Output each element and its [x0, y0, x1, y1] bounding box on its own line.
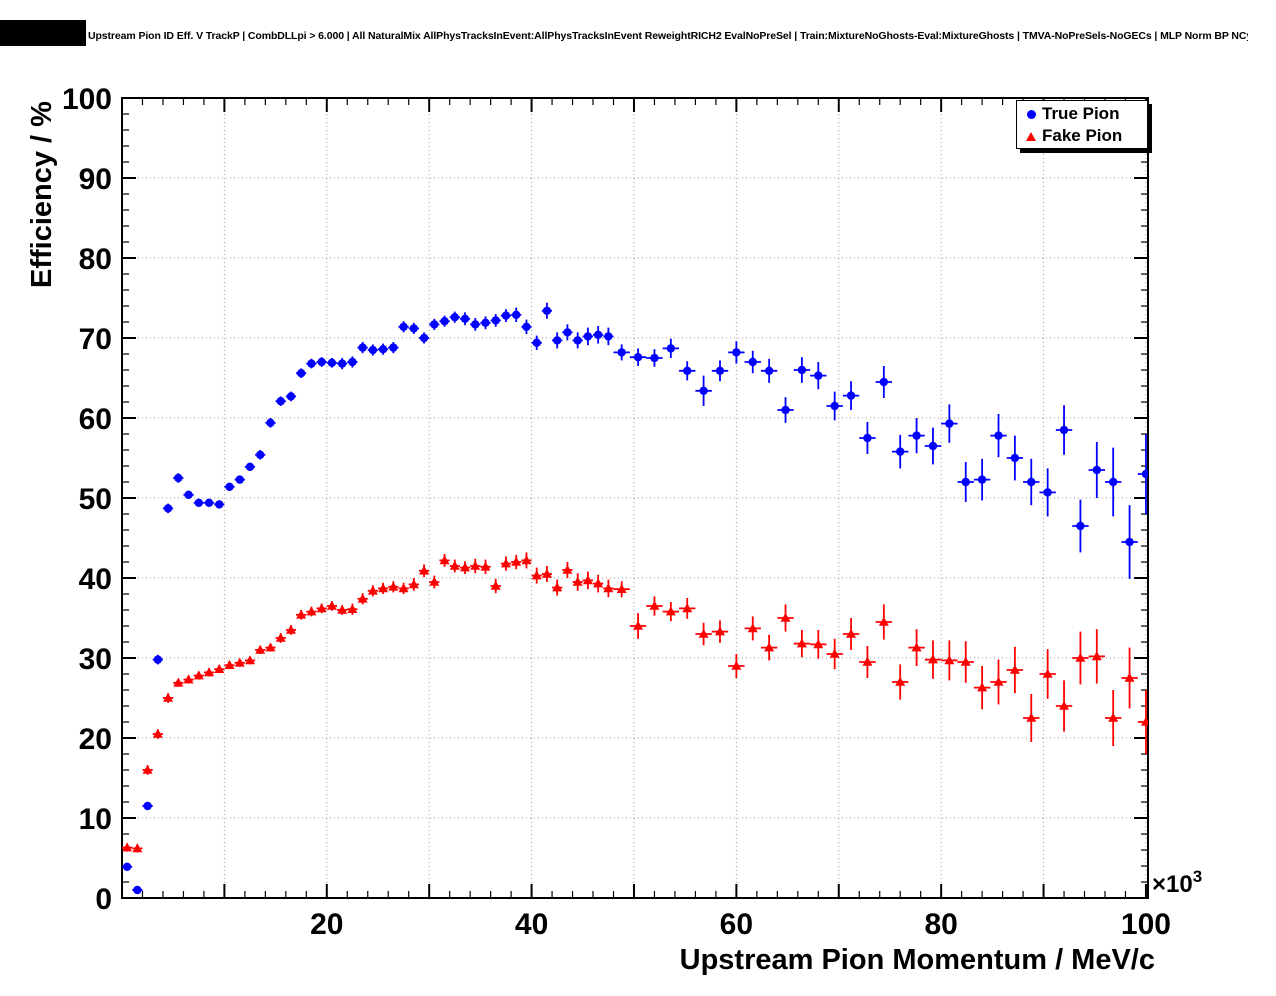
x-tick-label: 100: [1121, 908, 1171, 941]
x-tick-label: 20: [310, 908, 343, 941]
y-tick-label: 0: [95, 883, 112, 916]
x-tick-label: 80: [924, 908, 957, 941]
axis-ticks: [122, 97, 1148, 898]
y-tick-label: 100: [62, 83, 112, 116]
tick-labels: 0 10 20 30 40 50 60 70 80 90 100 20 40 60 80 100 ×103: [62, 83, 1202, 941]
x-axis-title: Upstream Pion Momentum / MeV/c: [679, 944, 1155, 976]
y-tick-label: 50: [79, 483, 112, 516]
gridlines: [122, 98, 1148, 898]
legend: True Pion Fake Pion: [1016, 100, 1148, 149]
y-tick-label: 10: [79, 803, 112, 836]
x-axis-exponent: ×103: [1152, 867, 1202, 898]
y-tick-label: 20: [79, 723, 112, 756]
legend-marker-box: [1023, 109, 1039, 119]
true-pion-marker: [1026, 109, 1036, 119]
fake-pion-marker: [1026, 131, 1036, 141]
series-true-pion: [122, 302, 1148, 895]
true-pion-label: True Pion: [1042, 104, 1120, 123]
x-tick-label: 60: [720, 908, 753, 941]
y-tick-label: 40: [79, 563, 112, 596]
plot-frame: [121, 97, 1149, 899]
y-tick-label: 90: [79, 163, 112, 196]
y-axis-title: Efficiency / %: [26, 101, 58, 288]
legend-entry-true-pion: True Pion: [1023, 103, 1147, 125]
y-tick-label: 30: [79, 643, 112, 676]
y-tick-label: 70: [79, 323, 112, 356]
x-tick-label: 40: [515, 908, 548, 941]
series-fake-pion: [122, 552, 1148, 853]
legend-entry-fake-pion: Fake Pion: [1023, 125, 1147, 147]
plot-title: Upstream Pion ID Eff. V TrackP | CombDLL…: [88, 30, 1248, 42]
canvas-corner-block: [0, 20, 86, 46]
y-tick-label: 80: [79, 243, 112, 276]
legend-marker-box: [1023, 131, 1039, 141]
y-tick-label: 60: [79, 403, 112, 436]
fake-pion-label: Fake Pion: [1042, 126, 1123, 145]
